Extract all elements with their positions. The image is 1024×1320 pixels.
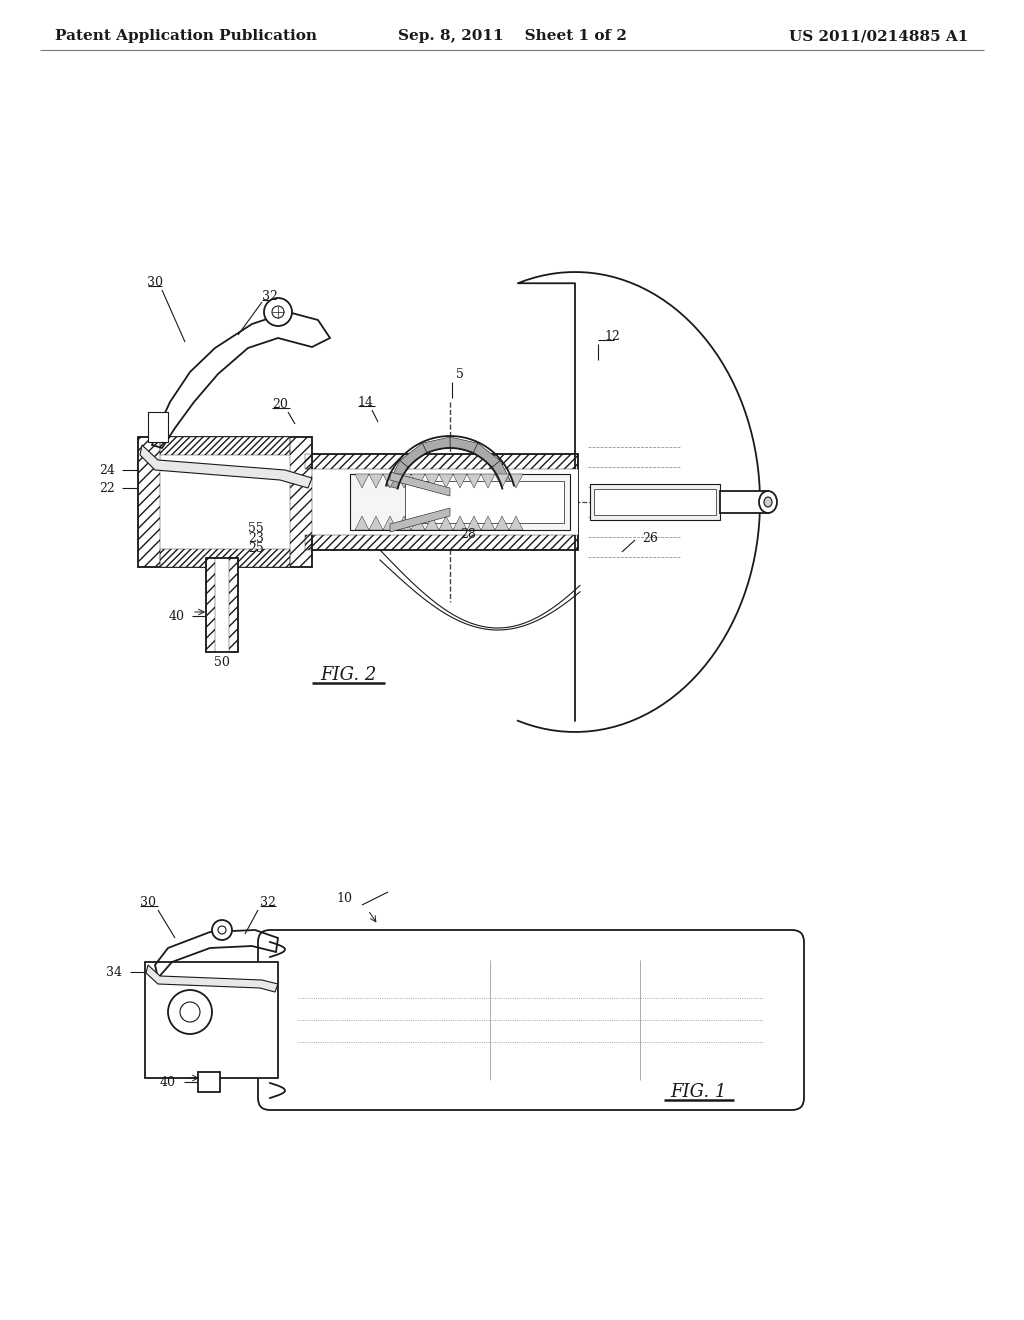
Circle shape	[264, 298, 292, 326]
Polygon shape	[369, 516, 383, 531]
Bar	[594, 488, 716, 515]
Circle shape	[212, 920, 232, 940]
Bar	[145, 962, 278, 1078]
Polygon shape	[422, 437, 450, 453]
Polygon shape	[369, 474, 383, 488]
Text: FIG. 1: FIG. 1	[670, 1082, 726, 1101]
Polygon shape	[387, 461, 408, 488]
Bar	[350, 474, 570, 531]
Polygon shape	[495, 516, 509, 531]
Polygon shape	[509, 474, 523, 488]
Polygon shape	[439, 516, 453, 531]
Polygon shape	[400, 444, 427, 467]
Ellipse shape	[764, 498, 772, 507]
Polygon shape	[473, 444, 500, 467]
Bar	[229, 558, 238, 652]
Polygon shape	[495, 474, 509, 488]
Text: 26: 26	[642, 532, 657, 544]
FancyBboxPatch shape	[258, 931, 804, 1110]
Bar	[148, 412, 168, 442]
Polygon shape	[450, 437, 477, 453]
Text: 22: 22	[99, 482, 115, 495]
Polygon shape	[390, 473, 450, 496]
Bar	[160, 437, 290, 568]
Polygon shape	[518, 272, 760, 733]
Circle shape	[168, 990, 212, 1034]
Bar	[206, 558, 238, 652]
Polygon shape	[411, 516, 425, 531]
Text: Sep. 8, 2011    Sheet 1 of 2: Sep. 8, 2011 Sheet 1 of 2	[397, 29, 627, 44]
Polygon shape	[146, 965, 278, 993]
Text: 28: 28	[460, 528, 476, 540]
Bar	[138, 437, 160, 568]
Bar	[198, 1072, 220, 1092]
Text: 5: 5	[456, 367, 464, 380]
Circle shape	[272, 306, 284, 318]
Text: FIG. 2: FIG. 2	[319, 667, 376, 684]
Bar	[720, 491, 768, 513]
Bar	[406, 480, 564, 523]
Text: 50: 50	[214, 656, 230, 668]
Polygon shape	[397, 516, 411, 531]
Text: 24: 24	[99, 463, 115, 477]
Polygon shape	[390, 508, 450, 532]
Polygon shape	[355, 516, 369, 531]
Text: 20: 20	[272, 397, 288, 411]
Bar	[590, 484, 720, 520]
Text: 30: 30	[140, 895, 156, 908]
Text: 32: 32	[262, 289, 278, 302]
Bar	[290, 437, 312, 568]
Polygon shape	[355, 474, 369, 488]
Text: 25: 25	[248, 541, 264, 554]
Polygon shape	[453, 516, 467, 531]
Text: 23: 23	[248, 532, 264, 544]
Polygon shape	[425, 516, 439, 531]
Text: US 2011/0214885 A1: US 2011/0214885 A1	[788, 29, 968, 44]
Polygon shape	[383, 474, 397, 488]
Bar	[305, 454, 578, 550]
Polygon shape	[509, 516, 523, 531]
Text: 40: 40	[169, 610, 185, 623]
Bar	[160, 549, 290, 568]
Text: 30: 30	[147, 276, 163, 289]
Polygon shape	[383, 516, 397, 531]
Bar	[138, 437, 312, 568]
Text: 40: 40	[160, 1076, 176, 1089]
Text: 32: 32	[260, 895, 275, 908]
Ellipse shape	[759, 491, 777, 513]
Polygon shape	[397, 474, 411, 488]
Polygon shape	[481, 474, 495, 488]
Text: 55: 55	[248, 521, 264, 535]
Bar	[305, 454, 578, 469]
Polygon shape	[453, 474, 467, 488]
Bar	[305, 469, 578, 535]
Text: 34: 34	[106, 965, 122, 978]
Circle shape	[180, 1002, 200, 1022]
Polygon shape	[425, 474, 439, 488]
Polygon shape	[140, 445, 312, 488]
Text: 14: 14	[357, 396, 373, 408]
Polygon shape	[467, 474, 481, 488]
Polygon shape	[481, 516, 495, 531]
Text: 12: 12	[604, 330, 620, 342]
Bar	[206, 558, 215, 652]
Bar	[305, 535, 578, 550]
Polygon shape	[467, 516, 481, 531]
Polygon shape	[411, 474, 425, 488]
Polygon shape	[493, 461, 513, 488]
Polygon shape	[439, 474, 453, 488]
Text: 10: 10	[336, 892, 352, 906]
Circle shape	[218, 927, 226, 935]
Bar	[160, 437, 290, 455]
Text: Patent Application Publication: Patent Application Publication	[55, 29, 317, 44]
